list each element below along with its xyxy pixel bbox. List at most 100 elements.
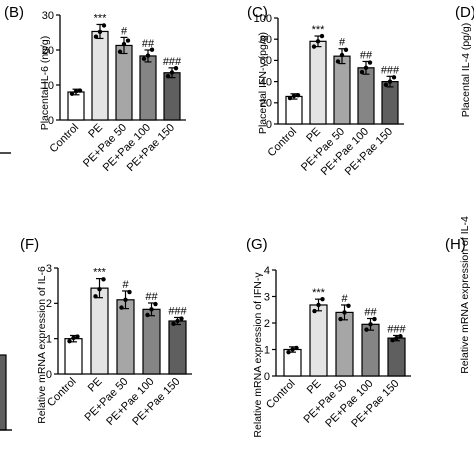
significance-label: # <box>122 279 129 291</box>
data-point <box>287 95 293 101</box>
data-point <box>101 277 106 282</box>
y-tick-label: 20 <box>260 98 272 110</box>
significance-label: ## <box>364 306 377 318</box>
x-tick-label: PE <box>305 378 324 397</box>
y-tick-label: 3 <box>46 263 52 275</box>
data-point <box>69 91 75 96</box>
data-point <box>153 301 158 307</box>
data-point <box>125 38 131 43</box>
bar <box>361 323 380 377</box>
data-point <box>394 335 399 341</box>
data-point <box>169 70 175 75</box>
bar <box>285 95 303 125</box>
significance-label: ## <box>360 49 373 61</box>
panel-label: (B) <box>4 4 24 21</box>
y-tick-label: 3 <box>264 291 270 303</box>
data-point <box>71 335 76 341</box>
y-tick-label: 20 <box>42 45 54 57</box>
bar <box>309 40 327 125</box>
data-point <box>338 316 343 322</box>
significance-label: ### <box>387 323 406 335</box>
data-point <box>342 310 347 315</box>
significance-label: *** <box>94 12 108 24</box>
panel-label: (D) <box>455 4 474 21</box>
data-point <box>97 29 103 34</box>
bar <box>335 311 354 377</box>
data-point <box>383 82 389 87</box>
panel-d: (D) Placental IL-4 (pg/g) <box>455 4 474 117</box>
bar <box>283 348 302 377</box>
y-tick-label: 1 <box>264 344 270 356</box>
data-point <box>97 287 102 292</box>
data-point <box>290 347 295 352</box>
data-point <box>175 318 180 324</box>
data-point <box>367 60 373 65</box>
y-axis-label: Relative mRNA expression of IFN-γ <box>252 272 264 438</box>
bar <box>333 55 351 125</box>
y-tick-label: 0 <box>48 115 54 127</box>
significance-label: *** <box>312 287 326 299</box>
data-point <box>312 308 317 314</box>
y-tick-label: 1 <box>46 333 52 345</box>
panel-label: (H) <box>445 236 466 253</box>
data-point <box>93 34 99 39</box>
x-tick-label: PE <box>304 126 323 145</box>
data-point <box>75 334 80 339</box>
data-point <box>67 338 72 344</box>
significance-label: # <box>121 25 128 37</box>
y-tick-label: 10 <box>42 80 54 92</box>
bar <box>115 44 133 121</box>
panel-label: (G) <box>246 236 268 253</box>
y-axis-label: Placental IL-4 (pg/g) <box>460 23 472 118</box>
data-point <box>171 321 176 327</box>
y-tick-label: 80 <box>260 34 272 46</box>
data-point <box>165 74 171 79</box>
bar <box>163 72 181 121</box>
data-point <box>311 44 317 49</box>
data-point <box>117 49 123 54</box>
data-point <box>141 56 147 61</box>
y-tick-label: 0 <box>46 369 52 381</box>
bar <box>168 320 187 375</box>
y-tick-label: 40 <box>260 76 272 88</box>
panel-b: (B) Placental IL-6 (ng/g) 0102030Control… <box>4 4 186 174</box>
significance-label: # <box>339 37 346 49</box>
data-point <box>320 296 325 302</box>
y-tick-label: 30 <box>42 10 54 22</box>
data-point <box>93 294 98 299</box>
data-point <box>73 89 79 94</box>
bar <box>116 299 135 375</box>
y-tick-label: 0 <box>264 371 270 383</box>
significance-label: *** <box>93 267 107 279</box>
bar <box>309 304 328 377</box>
data-point <box>295 92 301 98</box>
y-tick-label: 0 <box>266 119 272 131</box>
bar <box>142 308 161 375</box>
bar <box>381 80 399 125</box>
data-point <box>390 338 395 343</box>
data-point <box>319 33 325 39</box>
significance-label: ### <box>163 56 182 68</box>
data-point <box>179 316 184 321</box>
data-point <box>359 69 365 75</box>
data-point <box>119 305 124 310</box>
data-point <box>145 312 150 318</box>
data-point <box>368 322 373 327</box>
x-tick-label: PE <box>86 376 105 395</box>
data-point <box>346 303 351 308</box>
panel-g: (G) Relative mRNA expression of IFN-γ 0 1… <box>246 236 411 438</box>
data-point <box>387 79 393 84</box>
bar <box>64 338 83 375</box>
cropped-panel-e-fragment <box>0 354 12 431</box>
data-point <box>149 47 155 52</box>
significance-label: ## <box>145 291 158 303</box>
y-axis-label: Placental IFN-γ (pg/g) <box>257 32 269 134</box>
data-point <box>149 307 154 312</box>
data-point <box>339 52 345 58</box>
data-point <box>145 53 151 58</box>
bar <box>91 30 109 121</box>
bar <box>139 55 157 121</box>
data-point <box>315 39 321 44</box>
panel-c: (C) Placental IFN-γ (pg/g) 020406080100C… <box>247 4 404 178</box>
y-tick-label: 4 <box>264 265 270 277</box>
